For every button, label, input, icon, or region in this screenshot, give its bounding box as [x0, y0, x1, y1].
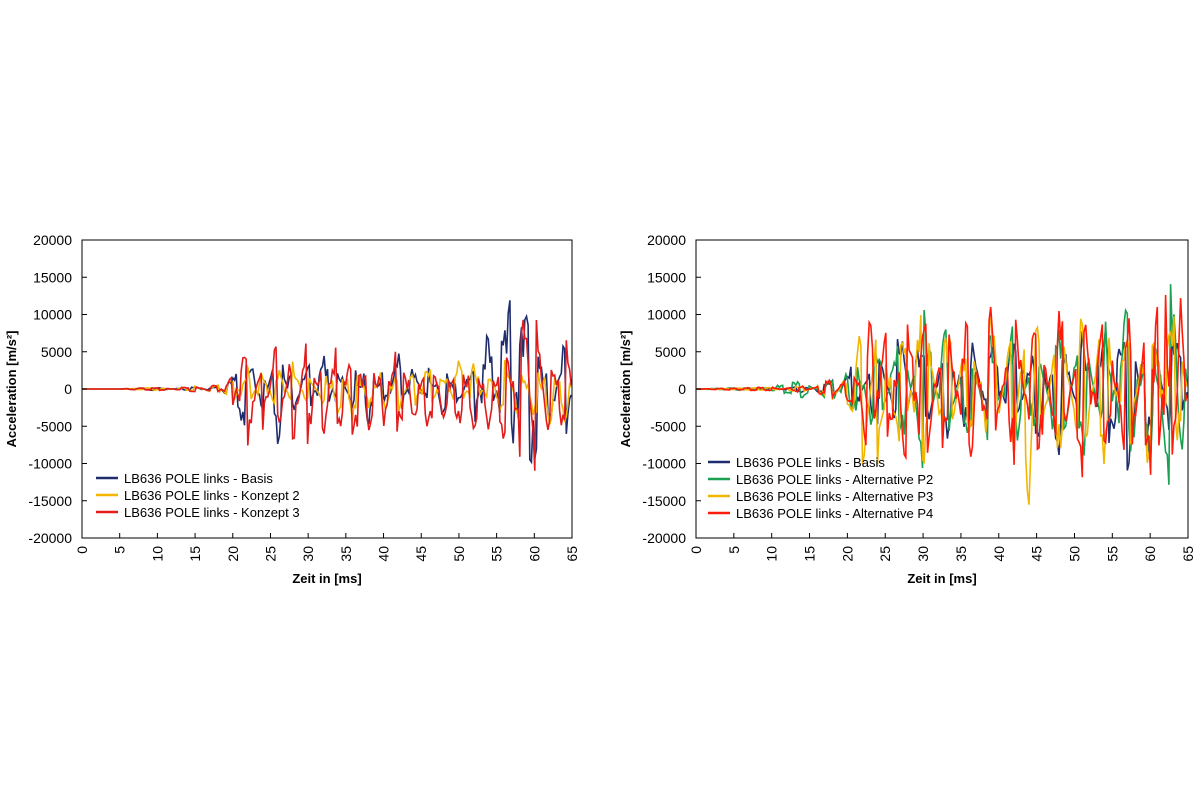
x-tick-label: 35 [338, 546, 354, 562]
x-tick-label: 65 [564, 546, 580, 562]
legend-entry: LB636 POLE links - Basis [736, 455, 885, 470]
x-tick-label: 60 [526, 546, 542, 562]
series-line [82, 319, 572, 471]
x-tick-label: 0 [74, 546, 90, 554]
x-tick-label: 60 [1142, 546, 1158, 562]
x-tick-label: 65 [1180, 546, 1196, 562]
y-tick-label: -10000 [642, 456, 686, 472]
y-tick-label: 10000 [647, 307, 686, 323]
x-tick-label: 40 [376, 546, 392, 562]
y-tick-label: 0 [678, 381, 686, 397]
series-line [82, 359, 572, 425]
legend-entry: LB636 POLE links - Alternative P2 [736, 472, 933, 487]
y-tick-label: -15000 [28, 493, 72, 509]
y-axis-label: Acceleration [m/s²] [4, 330, 19, 447]
y-tick-label: 15000 [33, 269, 72, 285]
y-tick-label: 10000 [33, 307, 72, 323]
legend-entry: LB636 POLE links - Konzept 3 [124, 505, 300, 520]
y-tick-label: -5000 [650, 418, 686, 434]
x-tick-label: 45 [1029, 546, 1045, 562]
chart-left: -20000 -15000 -10000 -5000 0 5000 10000 15000 20… [4, 232, 580, 586]
y-tick-label: 0 [64, 381, 72, 397]
x-tick-label: 10 [764, 546, 780, 562]
chart-right: -20000 -15000 -10000 -5000 0 5000 10000 15000 20… [618, 232, 1196, 586]
x-tick-label: 10 [149, 546, 165, 562]
y-tick-label: -10000 [28, 456, 72, 472]
y-tick-label: 20000 [647, 232, 686, 248]
series-line [696, 294, 1188, 478]
y-tick-label: 5000 [41, 344, 72, 360]
x-tick-label: 25 [262, 546, 278, 562]
legend: LB636 POLE links - Basis LB636 POLE links… [96, 471, 300, 520]
series-line [696, 284, 1188, 485]
x-tick-label: 55 [489, 546, 505, 562]
x-axis-label: Zeit in [ms] [907, 571, 976, 586]
x-tick-label: 40 [991, 546, 1007, 562]
legend-entry: LB636 POLE links - Alternative P4 [736, 506, 933, 521]
x-tick-label: 15 [802, 546, 818, 562]
legend-entry: LB636 POLE links - Konzept 2 [124, 488, 300, 503]
x-tick-label: 20 [839, 546, 855, 562]
x-axis-label: Zeit in [ms] [292, 571, 361, 586]
y-tick-label: 15000 [647, 269, 686, 285]
y-tick-label: 5000 [655, 344, 686, 360]
legend: LB636 POLE links - Basis LB636 POLE links… [708, 455, 933, 521]
y-tick-label: -15000 [642, 493, 686, 509]
x-tick-label: 5 [726, 546, 742, 554]
y-tick-label: -20000 [642, 530, 686, 546]
x-tick-label: 30 [300, 546, 316, 562]
x-tick-label: 35 [953, 546, 969, 562]
legend-entry: LB636 POLE links - Alternative P3 [736, 489, 933, 504]
x-tick-label: 0 [688, 546, 704, 554]
x-tick-label: 50 [451, 546, 467, 562]
y-tick-label: -5000 [36, 418, 72, 434]
y-tick-label: 20000 [33, 232, 72, 248]
x-tick-label: 20 [225, 546, 241, 562]
x-tick-label: 15 [187, 546, 203, 562]
x-tick-label: 25 [877, 546, 893, 562]
x-tick-label: 55 [1104, 546, 1120, 562]
x-tick-label: 50 [1066, 546, 1082, 562]
y-axis-label: Acceleration [m/s²] [618, 330, 633, 447]
x-tick-label: 30 [915, 546, 931, 562]
y-tick-label: -20000 [28, 530, 72, 546]
x-tick-label: 45 [413, 546, 429, 562]
legend-entry: LB636 POLE links - Basis [124, 471, 273, 486]
x-tick-label: 5 [112, 546, 128, 554]
